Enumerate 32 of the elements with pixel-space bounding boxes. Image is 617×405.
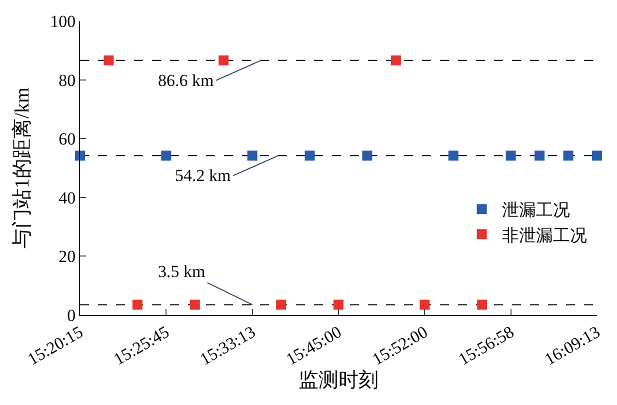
- annotation: 3.5 km: [158, 262, 206, 281]
- point: [477, 300, 488, 310]
- y-tick-label: 80: [58, 70, 76, 90]
- point: [190, 300, 200, 310]
- y-axis-title: 与门站1的距离/km: [12, 87, 34, 249]
- annotation: 54.2 km: [175, 166, 231, 185]
- point: [276, 300, 286, 310]
- point: [506, 150, 516, 161]
- point: [390, 55, 401, 66]
- point: [75, 150, 85, 161]
- y-tick-label: 40: [58, 188, 76, 208]
- y-tick-label: 60: [58, 130, 76, 149]
- point: [247, 150, 258, 161]
- legend-label: 泄漏工况: [502, 200, 570, 220]
- y-tick-label: 0: [67, 306, 76, 325]
- point: [104, 55, 114, 66]
- point: [362, 150, 372, 161]
- point: [420, 300, 430, 310]
- point: [563, 150, 574, 161]
- y-tick-label: 100: [50, 12, 76, 31]
- point: [448, 150, 458, 161]
- point: [334, 300, 344, 310]
- point: [132, 300, 142, 310]
- y-tick-label: 20: [58, 247, 76, 266]
- annotation: 86.6 km: [158, 71, 214, 90]
- point: [304, 150, 315, 161]
- point: [218, 55, 229, 66]
- point: [592, 150, 602, 161]
- point: [534, 150, 545, 161]
- legend-label: 非泄漏工况: [502, 226, 587, 245]
- x-axis-title: 监测时刻: [298, 369, 378, 392]
- point: [161, 150, 172, 161]
